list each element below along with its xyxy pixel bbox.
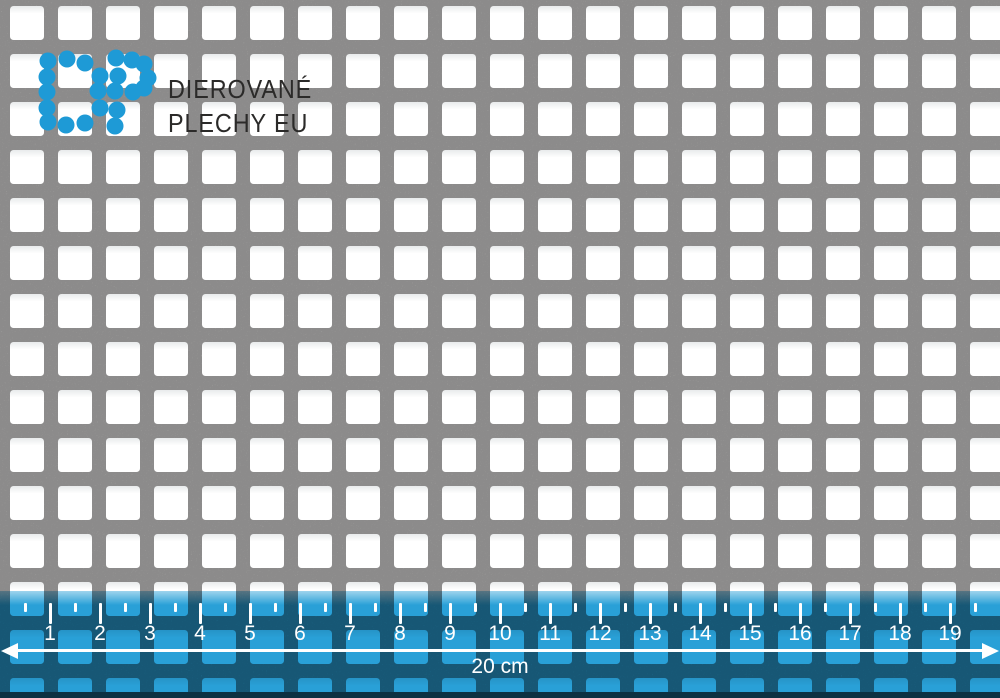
- ruler-tick-half-cm: [823, 603, 827, 612]
- ruler-number: 15: [738, 622, 762, 645]
- brand-name-line2: PLECHY EU: [168, 108, 309, 138]
- ruler-tick-half-cm: [723, 603, 727, 612]
- ruler-number: 19: [938, 622, 962, 645]
- ruler-tick-half-cm: [523, 603, 527, 612]
- ruler-tick-cm: [148, 603, 152, 624]
- ruler-number: 13: [638, 622, 662, 645]
- ruler-tick-half-cm: [173, 603, 177, 612]
- ruler-number: 4: [194, 622, 206, 645]
- ruler-tick-half-cm: [923, 603, 927, 612]
- ruler-number: 17: [838, 622, 862, 645]
- arrow-right-icon: [982, 642, 999, 659]
- ruler-number: 2: [94, 622, 106, 645]
- ruler-tick-cm: [348, 603, 352, 624]
- ruler-tick-half-cm: [223, 603, 227, 612]
- ruler-number: 9: [444, 622, 456, 645]
- ruler-number: 14: [688, 622, 712, 645]
- ruler-tick-cm: [948, 603, 952, 624]
- ruler-number: 6: [294, 622, 306, 645]
- ruler-tick-half-cm: [473, 603, 477, 612]
- ruler-tick-cm: [698, 603, 702, 624]
- ruler-tick-half-cm: [973, 603, 977, 612]
- brand-name: DIEROVANÉ PLECHY EU: [168, 72, 312, 140]
- ruler-number: 10: [488, 622, 512, 645]
- ruler-tick-cm: [548, 603, 552, 624]
- ruler-number: 1: [44, 622, 56, 645]
- ruler-tick-cm: [848, 603, 852, 624]
- ruler-tick-half-cm: [423, 603, 427, 612]
- ruler-tick-half-cm: [123, 603, 127, 612]
- ruler-scale: 1 2 3 4 5 6 7 8 9 10 11 12 13 14 15 16 17 18 19 20 cm: [0, 591, 1000, 698]
- ruler-number: 16: [788, 622, 812, 645]
- ruler-tick-cm: [398, 603, 402, 624]
- arrow-left-icon: [1, 642, 18, 659]
- ruler-tick-half-cm: [23, 603, 27, 612]
- ruler-tick-cm: [648, 603, 652, 624]
- ruler-number: 3: [144, 622, 156, 645]
- ruler-tick-cm: [798, 603, 802, 624]
- ruler-number: 7: [344, 622, 356, 645]
- ruler-tick-half-cm: [623, 603, 627, 612]
- ruler-tick-half-cm: [573, 603, 577, 612]
- ruler-tick-half-cm: [323, 603, 327, 612]
- ruler-tick-cm: [448, 603, 452, 624]
- ruler-tick-half-cm: [873, 603, 877, 612]
- ruler-tick-half-cm: [73, 603, 77, 612]
- ruler-tick-half-cm: [773, 603, 777, 612]
- ruler-tick-cm: [198, 603, 202, 624]
- ruler-number: 12: [588, 622, 612, 645]
- ruler-tick-cm: [748, 603, 752, 624]
- ruler-tick-cm: [498, 603, 502, 624]
- ruler-tick-cm: [248, 603, 252, 624]
- brand-name-line1: DIEROVANÉ: [168, 74, 313, 104]
- ruler-number: 8: [394, 622, 406, 645]
- ruler-total-label: 20 cm: [471, 655, 529, 678]
- ruler-number: 18: [888, 622, 912, 645]
- ruler-tick-cm: [898, 603, 902, 624]
- ruler-tick-half-cm: [673, 603, 677, 612]
- ruler-number: 11: [539, 622, 561, 645]
- ruler-tick-cm: [598, 603, 602, 624]
- ruler-tick-half-cm: [273, 603, 277, 612]
- ruler-tick-half-cm: [373, 603, 377, 612]
- ruler-arrow: [12, 649, 988, 652]
- ruler-tick-cm: [98, 603, 102, 624]
- ruler-number: 5: [244, 622, 256, 645]
- dp-logo-icon: [38, 49, 157, 135]
- ruler-tick-cm: [298, 603, 302, 624]
- ruler-tick-cm: [48, 603, 52, 624]
